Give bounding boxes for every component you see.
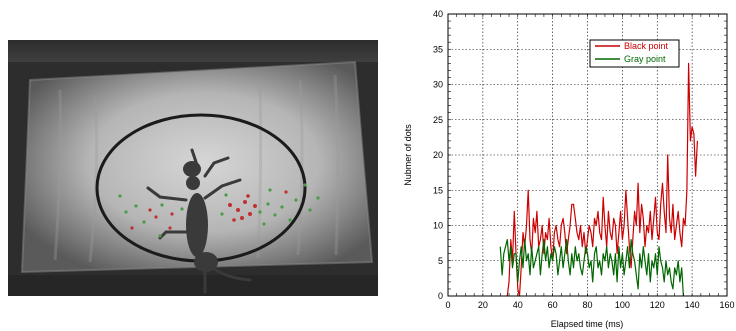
x-axis-label: Elapsed time (ms) xyxy=(551,319,624,329)
y-tick-label: 15 xyxy=(433,185,443,195)
x-tick-label: 0 xyxy=(445,300,450,310)
chart-legend: Black point Gray point xyxy=(589,39,680,68)
y-tick-label: 30 xyxy=(433,80,443,90)
legend-box xyxy=(589,39,680,68)
y-tick-label: 25 xyxy=(433,115,443,125)
series-line-black-point xyxy=(506,62,698,297)
series-line-gray-point xyxy=(499,239,684,297)
y-tick-label: 10 xyxy=(433,221,443,231)
x-tick-label: 60 xyxy=(548,300,558,310)
y-tick-label: 40 xyxy=(433,9,443,19)
x-tick-label: 140 xyxy=(685,300,700,310)
y-tick-label: 35 xyxy=(433,44,443,54)
x-tick-label: 40 xyxy=(513,300,523,310)
x-tick-label: 160 xyxy=(719,300,734,310)
y-tick-label: 5 xyxy=(438,256,443,266)
y-tick-label: 20 xyxy=(433,150,443,160)
x-tick-label: 100 xyxy=(615,300,630,310)
y-tick-label: 0 xyxy=(438,291,443,301)
x-tick-label: 80 xyxy=(582,300,592,310)
legend-label-black-point: Black point xyxy=(624,41,669,51)
x-tick-label: 120 xyxy=(650,300,665,310)
tracked-dots xyxy=(118,183,320,238)
x-tick-label: 20 xyxy=(478,300,488,310)
legend-label-gray-point: Gray point xyxy=(624,54,666,64)
y-axis-label: Nubmer of dots xyxy=(403,124,413,186)
